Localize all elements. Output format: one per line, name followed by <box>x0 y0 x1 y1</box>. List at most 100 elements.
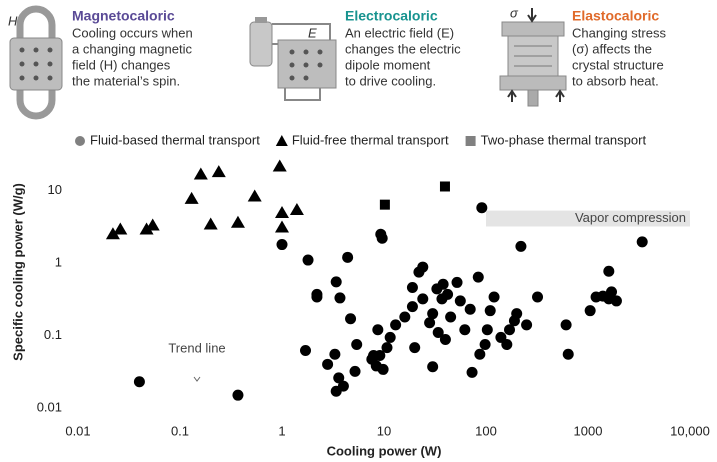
panel-text: An electric field (E) <box>345 25 454 40</box>
x-tick-label: 10 <box>377 423 391 438</box>
data-point <box>465 304 476 315</box>
data-point <box>329 349 340 360</box>
data-point <box>452 277 463 288</box>
data-point <box>563 349 574 360</box>
data-point <box>275 206 289 218</box>
data-point <box>611 295 622 306</box>
panel-title: Electrocaloric <box>345 8 438 24</box>
chart: H E σ MagnetocaloricCooling occurs whena… <box>0 0 717 462</box>
x-tick-label: 0.01 <box>65 423 90 438</box>
x-tick-label: 10,000 <box>670 423 710 438</box>
data-point <box>375 229 386 240</box>
panel-text: (σ) affects the <box>572 41 652 56</box>
panel-text: changes the electric <box>345 41 461 56</box>
data-point <box>585 305 596 316</box>
icon-label: H <box>8 13 18 28</box>
icon-label: E <box>308 25 317 40</box>
data-point <box>381 342 392 353</box>
data-point <box>459 324 470 335</box>
y-tick-label: 10 <box>48 182 62 197</box>
data-point <box>511 308 522 319</box>
data-point <box>485 305 496 316</box>
data-point <box>440 334 451 345</box>
data-point <box>417 293 428 304</box>
legend-marker <box>276 135 288 146</box>
data-point <box>390 319 401 330</box>
data-point <box>134 376 145 387</box>
data-point <box>637 236 648 247</box>
data-point <box>275 220 289 232</box>
data-point <box>334 292 345 303</box>
data-point <box>440 181 450 191</box>
region-label: Vapor compression <box>575 210 686 225</box>
y-axis-title: Specific cooling power (W/g) <box>10 183 25 361</box>
data-point <box>331 276 342 287</box>
panel-title: Magnetocaloric <box>72 8 175 24</box>
data-point <box>277 239 288 250</box>
panel-text: Cooling occurs when <box>72 25 193 40</box>
data-point <box>474 349 485 360</box>
data-point <box>409 342 420 353</box>
annotation-arrow <box>194 377 200 381</box>
data-point <box>338 381 349 392</box>
y-tick-label: 0.01 <box>37 399 62 414</box>
x-tick-label: 0.1 <box>171 423 189 438</box>
x-tick-label: 1000 <box>574 423 603 438</box>
data-point <box>489 291 500 302</box>
data-point <box>231 216 245 228</box>
data-point <box>322 359 333 370</box>
data-point <box>467 367 478 378</box>
data-point <box>445 311 456 322</box>
data-point <box>311 291 322 302</box>
data-point <box>204 218 218 230</box>
data-point <box>427 361 438 372</box>
data-point <box>378 364 389 375</box>
x-tick-label: 1 <box>278 423 285 438</box>
legend-marker <box>466 136 476 146</box>
data-point <box>501 339 512 350</box>
data-point <box>442 289 453 300</box>
data-point <box>385 332 396 343</box>
data-point <box>532 291 543 302</box>
data-point <box>603 266 614 277</box>
data-point <box>473 272 484 283</box>
y-tick-label: 0.1 <box>44 327 62 342</box>
data-point <box>407 301 418 312</box>
data-point <box>407 282 418 293</box>
legend-marker <box>75 136 85 146</box>
data-point <box>476 202 487 213</box>
data-point <box>248 189 262 201</box>
data-point <box>480 339 491 350</box>
annotation: Trend line <box>168 340 225 355</box>
data-point <box>482 324 493 335</box>
data-point <box>232 390 243 401</box>
data-point <box>521 319 532 330</box>
data-point <box>417 262 428 273</box>
legend-label: Fluid-free thermal transport <box>292 132 449 147</box>
data-point <box>342 252 353 263</box>
data-point <box>561 319 572 330</box>
y-tick-label: 1 <box>55 254 62 269</box>
data-point <box>351 339 362 350</box>
data-point <box>380 200 390 210</box>
data-point <box>273 160 287 172</box>
icon-label: σ <box>510 5 519 20</box>
data-point <box>185 192 199 204</box>
panel-title: Elastocaloric <box>572 8 659 24</box>
data-point <box>345 313 356 324</box>
panel-text: crystal structure <box>572 57 664 72</box>
panel-text: Changing stress <box>572 25 666 40</box>
data-point <box>372 324 383 335</box>
data-point <box>300 345 311 356</box>
data-point <box>146 218 160 230</box>
battery-icon <box>250 17 336 100</box>
data-point <box>113 223 127 235</box>
data-point <box>350 366 361 377</box>
data-point <box>515 241 526 252</box>
panel-text: the material’s spin. <box>72 73 180 88</box>
panel-text: dipole moment <box>345 57 431 72</box>
data-point <box>290 203 304 215</box>
data-point <box>438 279 449 290</box>
legend-label: Fluid-based thermal transport <box>90 132 260 147</box>
data-point <box>212 165 226 177</box>
